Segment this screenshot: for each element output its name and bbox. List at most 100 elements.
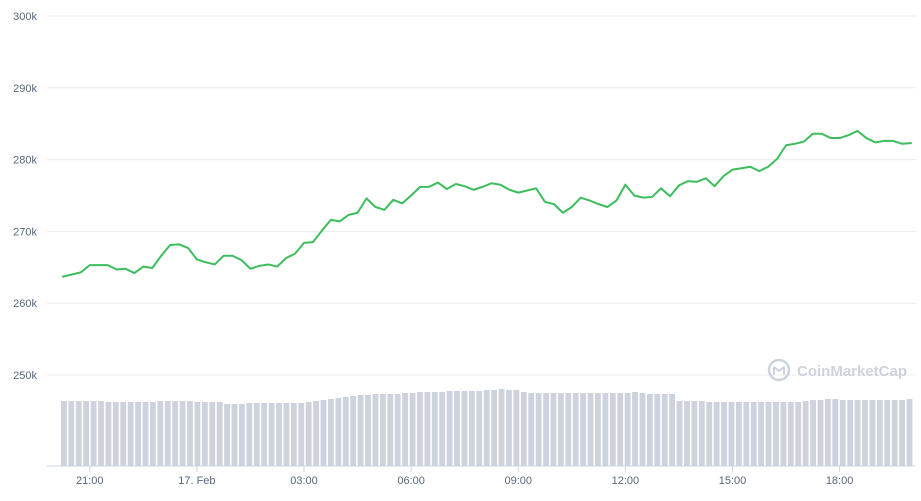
y-tick-label: 280k (13, 155, 37, 167)
x-tick-label: 06:00 (397, 475, 425, 487)
volume-bar (543, 393, 549, 466)
volume-bar (595, 393, 601, 466)
volume-bar (491, 390, 498, 466)
volume-bar (68, 401, 75, 466)
volume-bar (661, 394, 668, 466)
volume-bar (328, 399, 334, 466)
volume-bar (572, 393, 579, 466)
volume-bar (276, 403, 282, 466)
volume-bar (357, 395, 364, 466)
price-line (62, 129, 912, 278)
volume-bar (112, 402, 119, 466)
volume-bar (528, 393, 535, 466)
volume-bar (365, 395, 371, 466)
volume-bar (847, 400, 854, 466)
volume-bar (98, 401, 104, 466)
y-axis-ticks: 300k 290k 280k 270k 260k 250k (13, 11, 37, 382)
volume-bar (513, 390, 520, 466)
volume-bar (765, 402, 772, 466)
volume-bar (261, 403, 268, 466)
volume-bar (402, 393, 409, 466)
x-tick-label: 03:00 (290, 475, 318, 487)
volume-bar (187, 401, 193, 466)
volume-bar (876, 400, 883, 466)
volume-bar (127, 402, 134, 466)
volume-bar (105, 402, 112, 466)
volume-bar (350, 396, 357, 466)
y-tick-label: 270k (13, 226, 37, 238)
volume-bar (164, 401, 171, 466)
volume-bar (157, 401, 164, 466)
volume-bar (461, 391, 468, 466)
volume-bar (498, 389, 505, 466)
x-tick-label: 21:00 (76, 475, 104, 487)
y-tick-label: 290k (13, 83, 37, 95)
x-tick-label: 09:00 (504, 475, 532, 487)
volume-bar (869, 400, 876, 466)
volume-bar (884, 400, 891, 466)
x-tick-label: 17. Feb (178, 475, 215, 487)
volume-bar (201, 402, 208, 466)
volume-bar (706, 402, 713, 466)
volume-bar (439, 392, 446, 466)
volume-bar (698, 401, 705, 466)
volume-bar (891, 400, 898, 466)
volume-bar (313, 401, 320, 466)
volume-bar (75, 401, 82, 466)
volume-bar (862, 400, 868, 466)
x-tick-label: 15:00 (719, 475, 747, 487)
volume-bar (394, 394, 401, 466)
volume-bar (239, 404, 245, 466)
volume-bar (802, 401, 809, 466)
volume-bar (899, 400, 905, 466)
volume-bar (557, 393, 564, 466)
volume-bar (535, 393, 542, 466)
x-axis-ticks: 21:00 17. Feb 03:00 06:00 09:00 12:00 15:00 18:… (76, 466, 853, 487)
volume-bar (713, 402, 720, 466)
volume-bar (550, 393, 557, 466)
volume-bar (409, 393, 416, 466)
volume-bar (520, 392, 527, 466)
volume-bar (758, 402, 765, 466)
volume-bar (231, 404, 238, 466)
volume-bar (602, 393, 609, 466)
volume-bar (676, 401, 683, 466)
volume-bar (684, 401, 690, 466)
volume-bar (609, 393, 616, 466)
volume-bar (454, 391, 460, 466)
volume-bar (431, 392, 438, 466)
volume-bar (335, 398, 342, 466)
volume-bar (417, 392, 423, 466)
volume-bar (780, 402, 787, 466)
volume-bar (379, 394, 386, 466)
volume-bar (773, 402, 779, 466)
volume-bar (735, 402, 742, 466)
volume-bar (617, 393, 624, 466)
volume-bar (61, 401, 67, 466)
volume-bar (646, 394, 653, 466)
volume-bar (624, 393, 631, 466)
volume-bar (446, 391, 453, 466)
volume-bar (224, 404, 230, 466)
x-tick-label: 12:00 (612, 475, 640, 487)
volume-bar (305, 402, 312, 466)
watermark-text: CoinMarketCap (797, 363, 907, 380)
volume-bar (728, 402, 735, 466)
volume-bar (342, 397, 349, 466)
price-series (62, 129, 912, 278)
volume-bar (424, 392, 431, 466)
volume-bar (795, 402, 802, 466)
volume-bar (216, 402, 223, 466)
x-tick-label: 18:00 (826, 475, 854, 487)
volume-bar (246, 403, 253, 466)
volume-bar (906, 399, 913, 466)
volume-bar (387, 394, 394, 466)
coinmarketcap-logo-icon (767, 358, 791, 382)
volume-bar (565, 393, 572, 466)
volume-bar (290, 403, 297, 466)
volume-bar (150, 402, 156, 466)
volume-bar (506, 390, 512, 466)
volume-bar (832, 399, 839, 466)
